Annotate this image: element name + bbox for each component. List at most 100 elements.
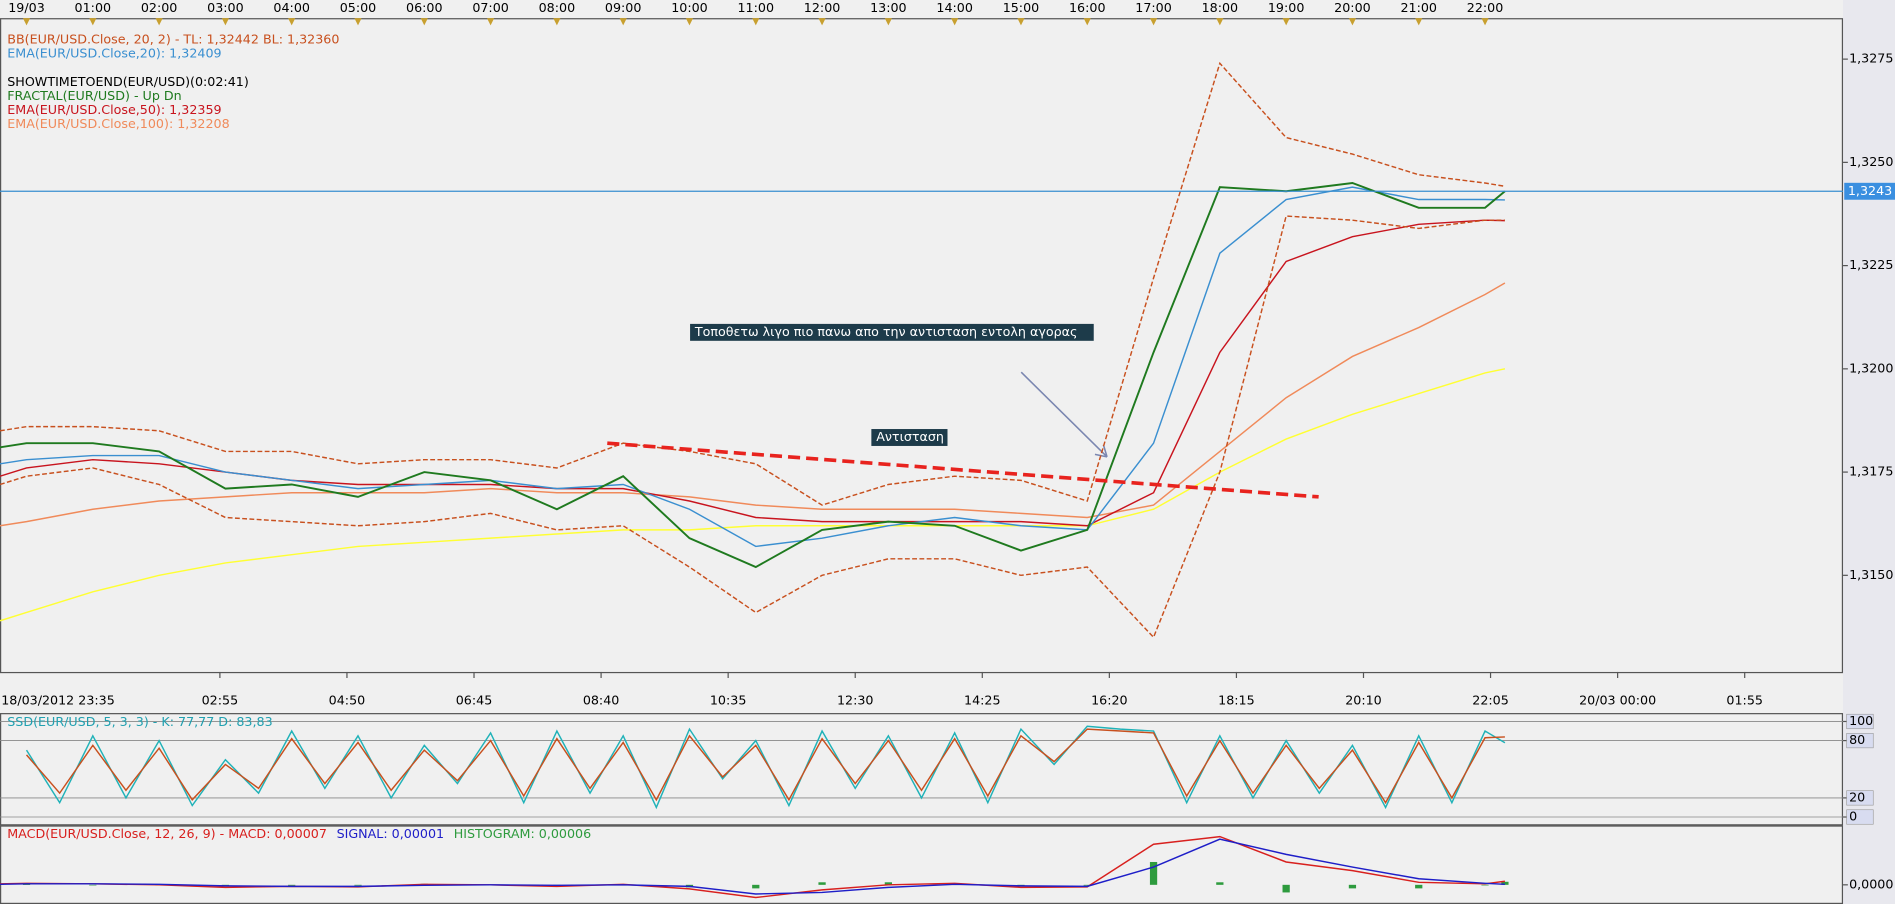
x-tick-label: 12:30 [837,692,874,707]
top-x-tick [884,18,892,26]
panel-1: 0 20 80 100 SSD(EUR/USD, 5, 3, 3) - K: 77,77… [0,713,1874,825]
y-tick-label: 0,0000 [1849,876,1893,891]
top-x-tick [1017,18,1025,26]
top-x-tick-label: 13:00 [870,0,907,15]
top-x-tick-label: 09:00 [605,0,642,15]
x-tick-label: 08:40 [583,692,620,707]
x-tick-label: 04:50 [329,692,366,707]
top-x-tick-label: 07:00 [472,0,509,15]
histogram-bar [1282,884,1290,893]
top-x-tick-label: 17:00 [1135,0,1172,15]
top-x-tick [1415,18,1423,26]
histogram-bar [1083,884,1091,886]
indicator-title: SSD(EUR/USD, 5, 3, 3) - K: 77,77 D: 83,8… [7,714,272,729]
top-x-tick [752,18,760,26]
x-tick-label: 14:25 [964,692,1001,707]
top-x-tick-label: 16:00 [1069,0,1106,15]
x-tick-label: 18/03/2012 23:35 [1,692,115,707]
top-x-tick-label: 18:00 [1202,0,1239,15]
annotation-box [871,429,948,446]
y-tick-label: 1,3200 [1849,360,1893,375]
top-x-tick-label: 20:00 [1334,0,1371,15]
top-x-tick-label: 01:00 [75,0,112,15]
top-x-tick-label: 10:00 [671,0,708,15]
legend-entry: SIGNAL: 0,00001 [337,825,445,840]
legend-entry: SHOWTIMETOEND(EUR/USD)(0:02:41) [7,74,249,89]
x-tick-label: 20/03 00:00 [1579,692,1656,707]
y-tick-label: 1,3225 [1849,257,1893,272]
legend: MACD(EUR/USD.Close, 12, 26, 9) - MACD: 0… [7,825,591,840]
price-axis-area [1843,0,1895,904]
histogram-bar [818,882,826,885]
top-x-tick [354,18,362,26]
last-price-box [1844,182,1895,200]
legend-entry: EMA(EUR/USD.Close,20): 1,32409 [7,46,221,61]
top-x-tick [1216,18,1224,26]
top-x-tick-label: 21:00 [1400,0,1437,15]
top-x-tick [1348,18,1357,26]
top-x-tick-label: 02:00 [141,0,178,15]
top-x-tick-label: 06:00 [406,0,443,15]
annotation: Αντισταση [876,429,944,444]
top-x-tick-label: 22:00 [1467,0,1504,15]
histogram-bar [1348,884,1357,889]
series-line [0,282,1506,527]
histogram-bar [354,884,362,886]
series-line [25,728,1505,805]
top-x-tick-label: 03:00 [207,0,244,15]
top-x-tick [486,18,495,26]
legend-entry: BB(EUR/USD.Close, 20, 2) - TL: 1,32442 B… [7,31,339,46]
histogram-bar [1216,882,1224,885]
y-tick-label: 80 [1849,732,1865,747]
legend-entry: FRACTAL(EUR/USD) - Up Dn [7,88,181,103]
y-tick-label: 1,3175 [1849,464,1893,479]
legend-entry: HISTOGRAM: 0,00006 [454,825,591,840]
histogram-bar [89,884,97,886]
y-tick-box [1846,790,1874,806]
histogram-bar [1415,884,1423,889]
top-x-tick [553,18,561,26]
top-x-tick [951,18,959,26]
top-x-tick-label: 19:00 [1268,0,1305,15]
y-tick-box [1846,809,1874,825]
top-x-tick [685,18,694,26]
x-tick-label: 02:55 [202,692,239,707]
top-x-tick [155,18,163,26]
series-line [0,186,1505,548]
main-panel [0,18,1844,674]
x-tick-label: 01:55 [1726,692,1763,707]
legend-entry: EMA(EUR/USD.Close,50): 1,32359 [7,102,221,117]
histogram-bar [288,884,296,886]
top-x-tick [619,18,627,26]
top-x-tick-label: 14:00 [936,0,973,15]
macd-panel [0,825,1844,904]
top-x-tick [288,18,296,26]
top-x-tick-label: 04:00 [273,0,310,15]
stochastic-panel [0,713,1844,826]
top-x-tick [1481,18,1489,26]
x-tick-label: 22:05 [1472,692,1509,707]
series-line [0,61,1506,506]
top-x-tick [89,18,97,26]
annotation-arrow [1020,371,1108,458]
panel-2: 0,0000 MACD(EUR/USD.Close, 12, 26, 9) - M… [0,825,1893,899]
histogram-bar [1149,861,1158,885]
legend-entry: EMA(EUR/USD.Close,100): 1,32208 [7,116,229,131]
top-x-tick [420,18,428,26]
last-price-label: 1,3243 [1848,183,1892,198]
y-tick-label: 100 [1849,713,1873,728]
y-tick-label: 0 [1849,809,1857,824]
x-tick-label: 16:20 [1091,692,1128,707]
histogram-bar [884,882,892,885]
y-tick-label: 20 [1849,789,1865,804]
series-line [607,441,1319,499]
panel-0: 1,3150 1,3175 1,3200 1,3225 1,3250 1,3275 19/0… [0,0,1895,707]
y-tick-box [1846,713,1874,730]
histogram-bar [1501,881,1509,885]
x-tick-label: 20:10 [1345,692,1382,707]
y-tick-box [1846,733,1874,749]
x-tick-label: 06:45 [456,692,493,707]
top-x-tick-label: 05:00 [340,0,377,15]
top-x-tick [1282,18,1290,26]
